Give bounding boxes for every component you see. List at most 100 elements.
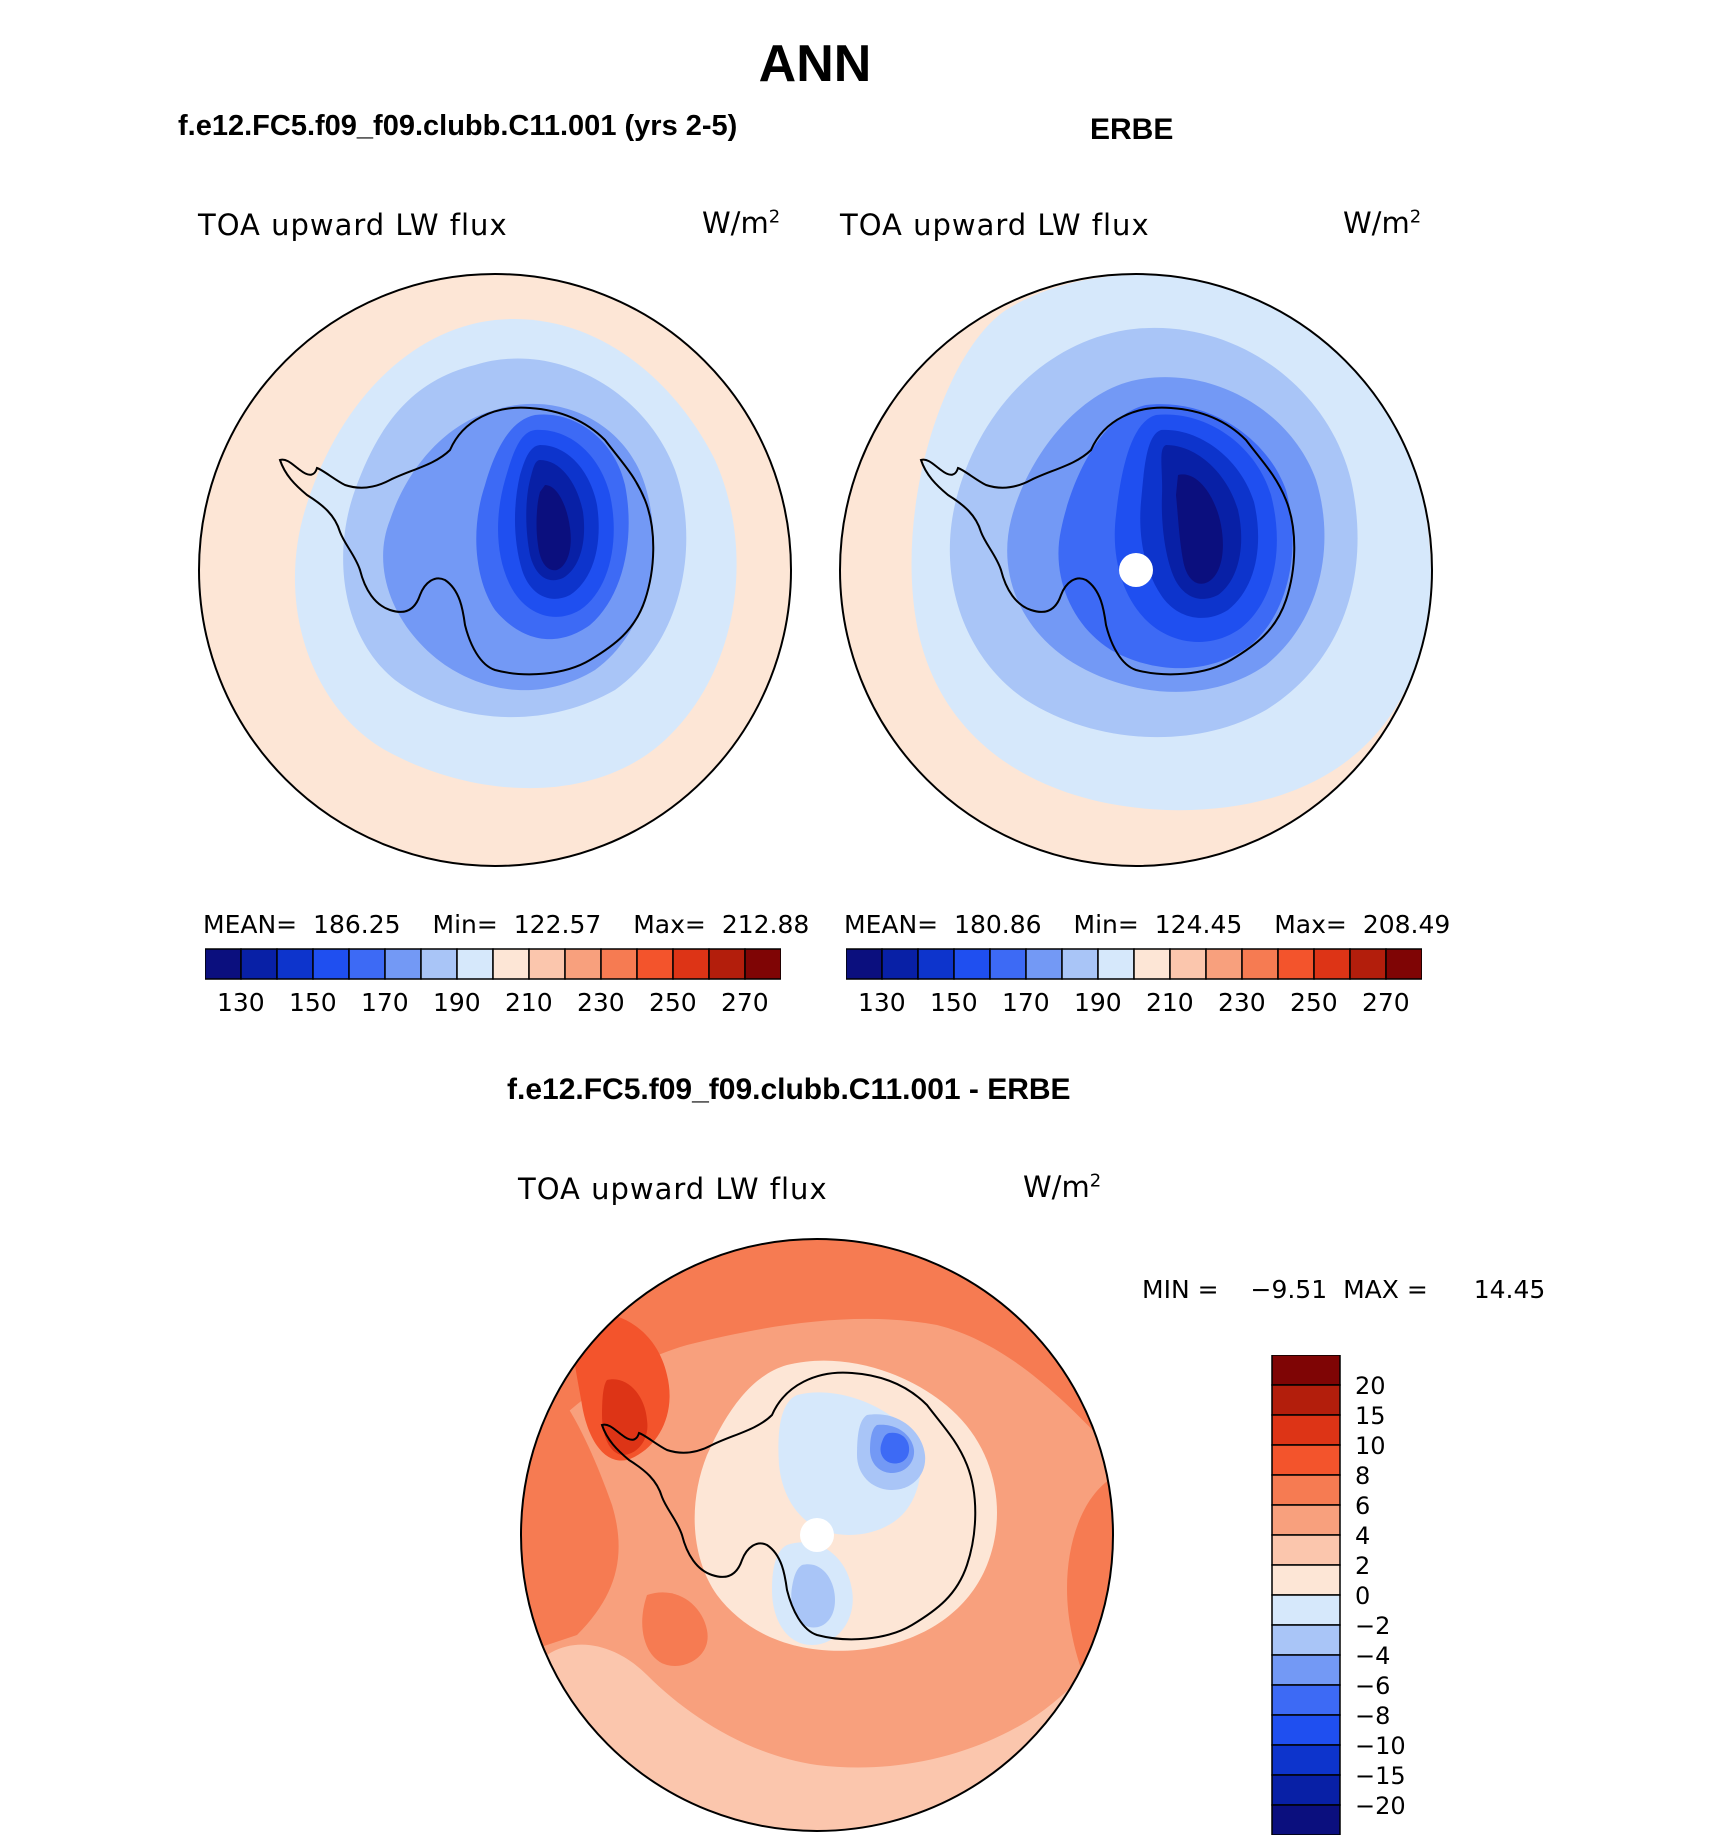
left-variable-label: TOA upward LW flux [198,208,508,242]
right-min-label: Min= [1073,910,1139,939]
right-min-value: 124.45 [1154,910,1243,939]
diff-field-band-6-north [521,1239,1113,1465]
diff-tick-label: −4 [1355,1642,1391,1670]
diff-min-value: −9.51 [1250,1275,1328,1304]
left-colorbar-cell-15 [744,948,781,980]
right-units-label: W/m2 [1343,206,1421,240]
right-map-border [839,273,1433,867]
right-colorbar-cell-6 [1061,948,1099,980]
diff-min-label: MIN = [1142,1275,1219,1304]
left-colorbar-cell-0 [205,948,242,980]
diff-colorbar-cell-14 [1271,1774,1341,1806]
diff-colorbar-cell-4 [1271,1474,1341,1506]
diff-tick-label: −2 [1355,1612,1391,1640]
diff-field-band-10 [602,1379,648,1455]
diff-colorbar-cell-7 [1271,1564,1341,1596]
left-mean-value: 186.25 [313,910,401,939]
right-max-label: Max= [1274,910,1347,939]
diff-units-text: W/m [1023,1170,1090,1204]
diff-colorbar-cell-1 [1271,1384,1341,1416]
left-colorbar-cell-4 [348,948,386,980]
right-colorbar-cell-10 [1205,948,1243,980]
right-colorbar-cell-4 [989,948,1027,980]
diff-colorbar-cell-0 [1271,1355,1341,1386]
diff-colorbar [1271,1355,1341,1835]
diff-tick-label: 8 [1355,1462,1371,1490]
diff-variable-label: TOA upward LW flux [518,1172,828,1206]
diff-tick-label: −20 [1355,1792,1406,1820]
right-pole-marker [1119,553,1153,587]
diff-tick-label: 6 [1355,1492,1371,1520]
left-units-text: W/m [702,206,769,240]
right-tick-label: 250 [1290,988,1338,1017]
diff-tick-label: 20 [1355,1372,1386,1400]
left-colorbar-cell-13 [672,948,710,980]
diff-colorbar-cell-15 [1271,1804,1341,1835]
diff-tick-label: −6 [1355,1672,1391,1700]
right-colorbar-cell-9 [1169,948,1207,980]
right-colorbar-cell-8 [1133,948,1171,980]
diff-colorbar-cell-8 [1271,1594,1341,1626]
left-tick-label: 210 [505,988,553,1017]
left-colorbar-cell-5 [384,948,422,980]
diff-colorbar-cell-9 [1271,1624,1341,1656]
right-tick-label: 130 [858,988,906,1017]
diff-colorbar-cell-5 [1271,1504,1341,1536]
left-case-title: f.e12.FC5.f09_f09.clubb.C11.001 (yrs 2-5… [178,110,738,142]
right-colorbar-cell-5 [1025,948,1063,980]
right-mean-label: MEAN= [844,910,939,939]
diff-units-label: W/m2 [1023,1170,1101,1204]
diff-field-band-6-west [521,1355,619,1655]
right-units-text: W/m [1343,206,1410,240]
right-colorbar-cell-15 [1385,948,1422,980]
diff-colorbar-cell-12 [1271,1714,1341,1746]
left-colorbar-cell-9 [528,948,566,980]
left-colorbar-cell-8 [492,948,530,980]
diff-tick-label: 4 [1355,1522,1371,1550]
left-tick-label: 230 [577,988,625,1017]
left-min-value: 122.57 [513,910,602,939]
right-colorbar [846,948,1422,980]
right-tick-label: 150 [930,988,978,1017]
left-colorbar-cell-12 [636,948,674,980]
left-min-label: Min= [432,910,498,939]
left-coastline [278,406,655,676]
diff-max-value: 14.45 [1473,1275,1546,1304]
diff-tick-label: 2 [1355,1552,1371,1580]
left-colorbar-ticks: 130 150 170 190 210 230 250 270 [205,988,781,1018]
left-units-label: W/m2 [702,206,780,240]
diff-tick-label: 15 [1355,1402,1386,1430]
left-tick-label: 170 [361,988,409,1017]
left-colorbar-cell-3 [312,948,350,980]
left-tick-label: 190 [433,988,481,1017]
right-tick-label: 230 [1218,988,1266,1017]
right-colorbar-cell-11 [1241,948,1279,980]
right-stats-line: MEAN= 180.86 Min= 124.45 Max= 208.49 [844,910,1450,939]
diff-field-band-minus8 [880,1432,910,1464]
diff-tick-label: −8 [1355,1702,1391,1730]
right-case-title: ERBE [1090,113,1174,146]
left-tick-label: 270 [721,988,769,1017]
diff-coastline [600,1371,977,1641]
right-variable-label: TOA upward LW flux [840,208,1150,242]
diff-max-label: MAX = [1343,1275,1428,1304]
diff-field-band-6-southwest [642,1592,708,1666]
right-colorbar-cell-0 [846,948,883,980]
left-tick-label: 130 [217,988,265,1017]
left-tick-label: 250 [649,988,697,1017]
left-colorbar-cell-14 [708,948,746,980]
page-title: ANN [758,35,872,93]
left-stats-line: MEAN= 186.25 Min= 122.57 Max= 212.88 [203,910,809,939]
left-mean-label: MEAN= [203,910,298,939]
diff-map-border [520,1238,1114,1832]
right-tick-label: 170 [1002,988,1050,1017]
diff-title: f.e12.FC5.f09_f09.clubb.C11.001 - ERBE [507,1073,1071,1106]
right-colorbar-cell-14 [1349,948,1387,980]
diff-tick-label: 10 [1355,1432,1386,1460]
right-colorbar-ticks: 130 150 170 190 210 230 250 270 [846,988,1422,1018]
diff-tick-label: 0 [1355,1582,1371,1610]
diff-colorbar-cell-13 [1271,1744,1341,1776]
left-field-band-130 [536,485,571,571]
left-colorbar-cell-2 [276,948,314,980]
left-colorbar-cell-1 [240,948,278,980]
